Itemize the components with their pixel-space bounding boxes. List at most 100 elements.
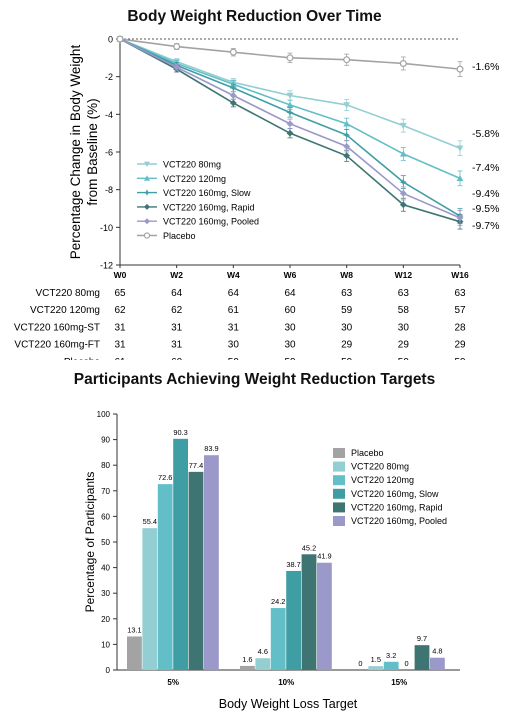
- bar-group: 0 1.5 3.2 0 9.7 4.8: [358, 634, 445, 670]
- legend-swatch: [333, 475, 345, 486]
- legend-swatch: [333, 516, 345, 526]
- legend-marker: [144, 175, 150, 181]
- data-point: [173, 63, 181, 71]
- legend-swatch: [333, 502, 345, 513]
- y-axis-label: Percentage Change in Body Weight from Bas…: [68, 45, 100, 260]
- bar-value-label: 72.6: [158, 473, 172, 482]
- y-tick-label: -4: [105, 110, 113, 120]
- bar-group: 13.1 55.4 72.6 90.3 77.483.9: [127, 428, 219, 670]
- y-tick-label: 0: [108, 35, 113, 45]
- legend-marker: [143, 189, 151, 196]
- x-tick-label: 10%: [278, 678, 294, 687]
- y-tick-label: -10: [100, 223, 113, 233]
- legend-label: VCT220 120mg: [351, 475, 414, 485]
- bar-value-label: 90.3: [173, 428, 187, 437]
- y-tick-label: 10: [101, 640, 110, 649]
- bar-value-label: 3.2: [386, 651, 396, 660]
- data-point: [343, 56, 351, 64]
- x-tick-label: W4: [227, 270, 240, 280]
- bar-value-label: 77.4: [189, 461, 203, 470]
- table-cell: 29: [341, 340, 353, 351]
- bar-value-label: 83.9: [204, 444, 218, 453]
- x-tick-label: W0: [114, 270, 127, 280]
- bar: [188, 471, 204, 670]
- y-tick-label: 30: [101, 589, 110, 598]
- table-cell: 61: [228, 305, 240, 316]
- table-cell: 59: [228, 357, 240, 360]
- y-tick-label: 50: [101, 538, 110, 547]
- legend-label: VCT220 160mg, Slow: [163, 188, 251, 198]
- data-point: [456, 145, 464, 152]
- legend-swatch: [333, 488, 345, 499]
- y-axis-label: Percentage of Participants: [83, 472, 97, 613]
- bar-chart: 0 10 20 30 40 50 60 70 80 90 100 Percentage of Part…: [83, 410, 460, 711]
- bar: [430, 657, 445, 670]
- y-tick-label: 70: [101, 487, 110, 496]
- end-label: -9.4%: [472, 188, 499, 200]
- data-point: [116, 35, 124, 43]
- data-point: [229, 99, 237, 107]
- legend-label: Placebo: [163, 231, 196, 241]
- y-tick-label: 20: [101, 615, 110, 624]
- bar: [173, 438, 188, 670]
- bar-value-label: 24.2: [271, 597, 285, 606]
- table-cell: 31: [114, 340, 126, 351]
- table-row-label: VCT220 120mg: [30, 305, 100, 316]
- data-point: [399, 59, 407, 67]
- x-tick-label: 5%: [167, 678, 179, 687]
- bar: [301, 554, 317, 670]
- bar: [204, 455, 219, 670]
- bar-value-label: 0: [405, 659, 409, 668]
- y-tick-label: 90: [101, 436, 110, 445]
- legend-label: Placebo: [351, 448, 384, 458]
- bar: [270, 608, 286, 670]
- table-row-label: Placebo: [64, 357, 101, 360]
- bar-value-label: 13.1: [127, 625, 141, 634]
- table-cell: 63: [454, 288, 466, 299]
- x-tick-label: W12: [395, 270, 413, 280]
- bar-value-label: 1.5: [371, 655, 381, 664]
- y-tick-label: -6: [105, 148, 113, 158]
- legend-label: VCT220 160mg, Pooled: [163, 217, 259, 227]
- legend: VCT220 80mg VCT220 120mg VCT220 160mg, Slo…: [137, 160, 259, 241]
- bar-value-label: 55.4: [143, 517, 157, 526]
- table-cell: 29: [398, 340, 410, 351]
- y-tick-label: 40: [101, 564, 110, 573]
- bar: [157, 484, 173, 670]
- y-axis-label-line1: Percentage Change in Body Weight: [68, 45, 83, 260]
- legend-marker: [144, 218, 150, 225]
- table-cell: 30: [284, 322, 296, 333]
- bar: [142, 528, 158, 670]
- bar-value-label: 38.7: [286, 560, 300, 569]
- bar: [240, 665, 255, 670]
- end-label: -7.4%: [472, 162, 499, 174]
- table-cell: 59: [398, 357, 410, 360]
- y-tick-label: 80: [101, 461, 110, 470]
- legend-label: VCT220 80mg: [351, 462, 409, 472]
- data-point: [456, 214, 464, 222]
- data-point: [399, 190, 407, 197]
- data-point: [399, 201, 407, 209]
- end-label: -9.5%: [472, 203, 499, 215]
- bar: [255, 658, 271, 670]
- table-cell: 61: [114, 357, 126, 360]
- legend-label: VCT220 160mg, Rapid: [163, 202, 255, 212]
- y-tick-label: 60: [101, 512, 110, 521]
- table-cell: 60: [171, 357, 183, 360]
- bar: [383, 661, 399, 670]
- table-cell: 64: [284, 288, 296, 299]
- end-label: -1.6%: [472, 61, 499, 73]
- bar: [286, 570, 301, 670]
- table-cell: 64: [228, 288, 240, 299]
- table-cell: 57: [454, 305, 466, 316]
- table-cell: 62: [114, 305, 126, 316]
- legend-label: VCT220 160mg, Pooled: [351, 516, 447, 526]
- bar-value-label: 41.9: [317, 552, 331, 561]
- x-axis-label: Body Weight Loss Target: [219, 697, 358, 711]
- x-tick-label: 15%: [391, 678, 407, 687]
- x-tick-label: W6: [284, 270, 297, 280]
- data-point: [343, 120, 351, 127]
- data-point: [456, 65, 464, 73]
- x-tick-label: W2: [170, 270, 183, 280]
